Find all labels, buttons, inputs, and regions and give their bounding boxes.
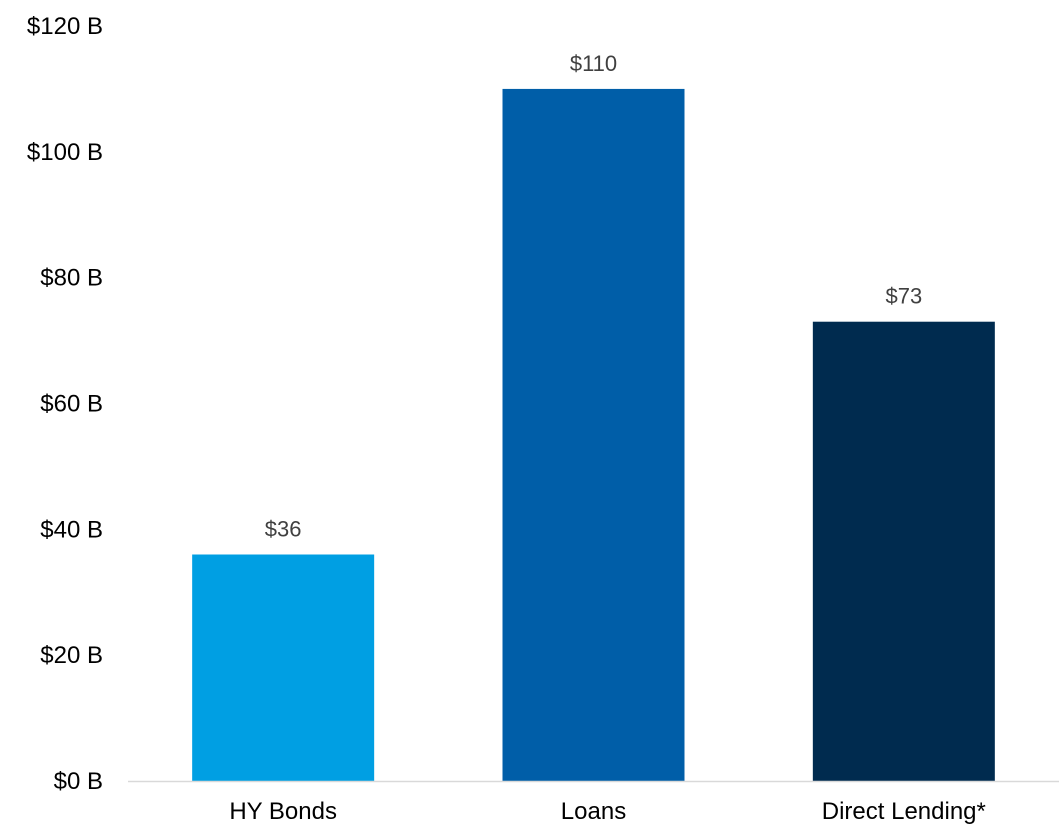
bar-hy-bonds — [192, 554, 375, 781]
data-labels: $36 $110 $73 — [265, 51, 922, 542]
y-axis: $0 B $20 B $40 B $60 B $80 B $100 B $120 B — [27, 13, 103, 795]
x-category-label: Loans — [561, 798, 626, 825]
x-category-label: Direct Lending* — [822, 798, 986, 825]
y-tick-label: $0 B — [54, 768, 103, 795]
data-label: $110 — [570, 51, 617, 76]
bar-loans — [502, 88, 685, 781]
y-tick-label: $80 B — [40, 265, 103, 292]
data-label: $36 — [265, 517, 302, 542]
bars — [192, 88, 995, 781]
y-tick-label: $120 B — [27, 13, 103, 40]
x-axis: HY Bonds Loans Direct Lending* — [128, 780, 1059, 825]
data-label: $73 — [885, 284, 922, 309]
y-tick-label: $60 B — [40, 391, 103, 418]
x-category-label: HY Bonds — [229, 798, 337, 825]
y-tick-label: $20 B — [40, 642, 103, 669]
y-tick-label: $100 B — [27, 139, 103, 166]
y-tick-label: $40 B — [40, 516, 103, 543]
bar-direct-lending — [812, 321, 995, 781]
